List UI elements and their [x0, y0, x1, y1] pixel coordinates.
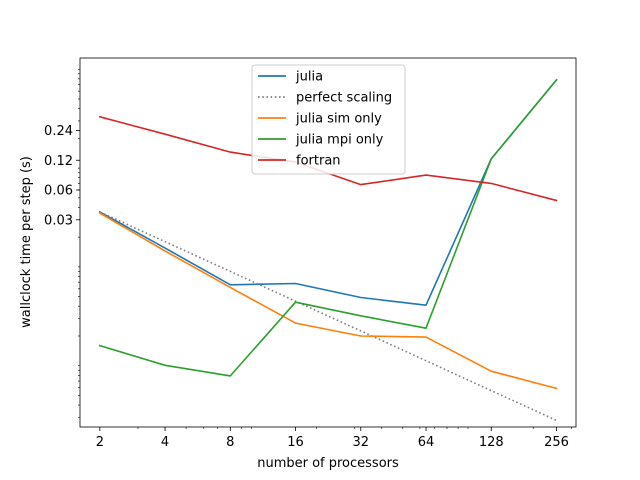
legend-box	[251, 64, 406, 175]
series-line-julia-sim-only	[98, 212, 558, 390]
y-tick-label: 0.12	[44, 154, 73, 169]
y-axis-label: wallclock time per step (s)	[19, 156, 34, 328]
x-tick-label: 2	[96, 435, 104, 450]
x-tick-label: 8	[226, 435, 234, 450]
x-tick-label: 32	[353, 435, 370, 450]
x-tick-label: 256	[544, 435, 569, 450]
x-tick-label: 128	[479, 435, 504, 450]
plot-frame	[79, 57, 577, 428]
series-line-julia	[98, 78, 558, 307]
legend: julia perfect scaling julia sim only julia …	[251, 64, 406, 175]
y-axis-ticks: 0.03 0.06 0.12 0.24	[44, 68, 80, 418]
x-tick-label: 64	[418, 435, 435, 450]
legend-label-julia-sim-only: julia sim only	[295, 112, 382, 127]
x-tick-label: 16	[287, 435, 304, 450]
legend-label-julia-mpi-only: julia mpi only	[295, 133, 384, 148]
series-line-julia-mpi-only	[98, 78, 558, 377]
legend-label-julia: julia	[295, 70, 323, 85]
x-tick-label: 4	[161, 435, 169, 450]
legend-label-fortran: fortran	[296, 154, 341, 169]
y-tick-label: 0.06	[44, 184, 73, 199]
legend-label-perfect-scaling: perfect scaling	[296, 91, 392, 106]
x-axis-ticks: 2 4 8 16 32 64 128 256	[96, 427, 572, 450]
y-tick-label: 0.03	[44, 213, 73, 228]
y-tick-label: 0.24	[44, 124, 73, 139]
x-axis-label: number of processors	[257, 456, 399, 471]
